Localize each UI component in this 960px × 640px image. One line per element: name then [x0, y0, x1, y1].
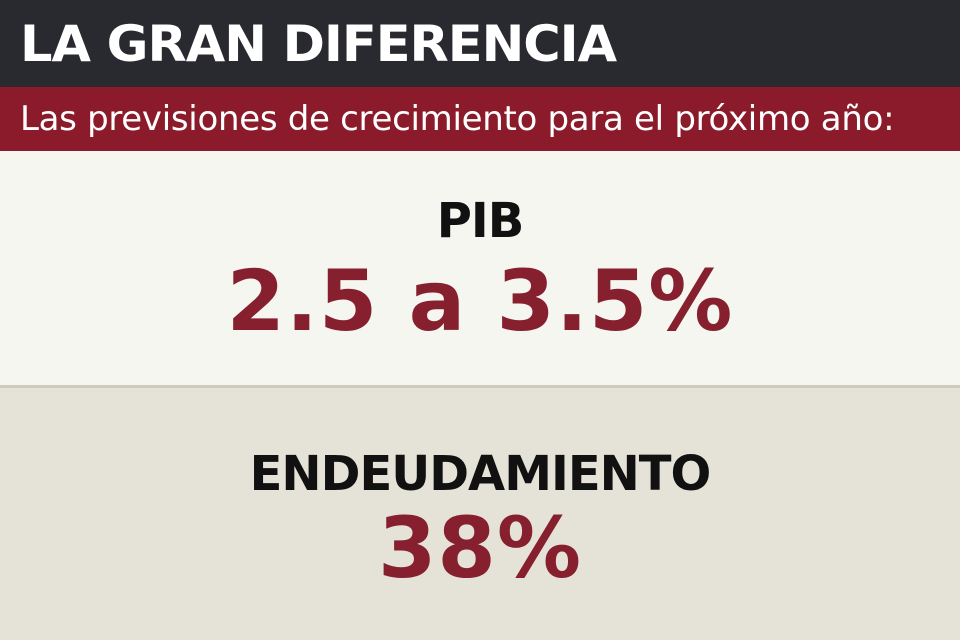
pib-value: 2.5 a 3.5% — [226, 252, 734, 350]
pib-label: PIB — [436, 193, 525, 249]
page-title: LA GRAN DIFERENCIA — [20, 15, 617, 73]
debt-label: ENDEUDAMIENTO — [249, 446, 712, 502]
pib-panel: PIB 2.5 a 3.5% — [0, 151, 960, 388]
debt-panel: ENDEUDAMIENTO 38% — [0, 388, 960, 640]
page-subtitle: Las previsiones de crecimiento para el p… — [20, 99, 895, 139]
subtitle-bar: Las previsiones de crecimiento para el p… — [0, 87, 960, 151]
title-bar: LA GRAN DIFERENCIA — [0, 0, 960, 87]
debt-value: 38% — [377, 499, 583, 597]
